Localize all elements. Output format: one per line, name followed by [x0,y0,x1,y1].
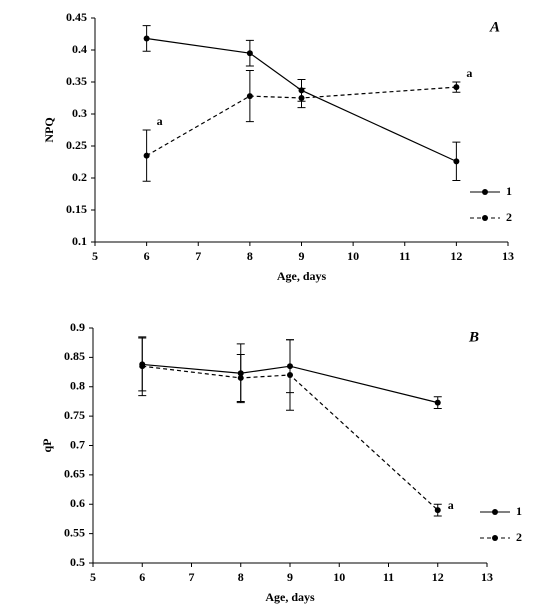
data-point [434,507,441,514]
x-tick-label: 5 [90,570,96,584]
x-tick-label: 12 [432,570,444,584]
y-tick-label: 0.3 [72,106,87,120]
y-tick-label: 0.85 [64,349,85,363]
annotation: a [466,66,472,80]
y-tick-label: 0.5 [70,555,85,569]
data-point [298,95,305,101]
x-axis-label: Age, days [265,590,315,604]
series-line [146,86,457,157]
annotation: a [448,498,454,512]
legend-label: 2 [506,210,512,224]
y-tick-label: 0.75 [64,408,85,422]
data-point [143,152,150,159]
y-tick-label: 0.1 [72,234,87,248]
legend-label: 1 [516,504,522,518]
series-line [146,37,457,162]
x-tick-label: 7 [189,570,195,584]
series-line [142,363,438,404]
x-tick-label: 8 [247,249,253,263]
y-tick-label: 0.4 [72,42,87,56]
y-tick-label: 0.65 [64,467,85,481]
legend-label: 1 [506,184,512,198]
data-point [453,158,460,165]
x-tick-label: 13 [502,249,514,263]
x-tick-label: 6 [139,570,145,584]
data-point [246,50,253,57]
x-tick-label: 9 [299,249,305,263]
series-line [142,365,439,511]
data-point [246,93,253,100]
legend-marker [482,189,488,195]
x-axis-label: Age, days [277,269,327,283]
legend-marker [492,535,498,541]
y-tick-label: 0.7 [70,437,85,451]
x-tick-label: 11 [383,570,394,584]
y-tick-label: 0.9 [70,320,85,334]
x-tick-label: 13 [481,570,493,584]
x-tick-label: 10 [347,249,359,263]
x-tick-label: 6 [144,249,150,263]
y-axis-label: NPQ [42,117,56,142]
y-tick-label: 0.25 [66,138,87,152]
legend-label: 2 [516,530,522,544]
data-point [143,35,150,42]
x-tick-label: 11 [399,249,410,263]
y-tick-label: 0.6 [70,496,85,510]
y-axis-label: qP [40,438,54,452]
y-tick-label: 0.15 [66,202,87,216]
y-tick-label: 0.55 [64,525,85,539]
x-tick-label: 10 [333,570,345,584]
x-tick-label: 9 [287,570,293,584]
y-tick-label: 0.8 [70,379,85,393]
y-tick-label: 0.2 [72,170,87,184]
x-tick-label: 8 [238,570,244,584]
x-tick-label: 5 [92,249,98,263]
data-point [139,363,146,370]
annotation: a [157,114,163,128]
data-point [453,84,460,91]
panel-label: A [489,19,500,35]
x-tick-label: 12 [450,249,462,263]
legend-marker [492,509,498,515]
data-point [237,374,244,381]
x-tick-label: 7 [195,249,201,263]
y-tick-label: 0.45 [66,10,87,24]
data-point [434,399,441,406]
panel-label: B [468,329,479,345]
y-tick-label: 0.35 [66,74,87,88]
legend-marker [482,215,488,221]
data-point [287,372,293,378]
